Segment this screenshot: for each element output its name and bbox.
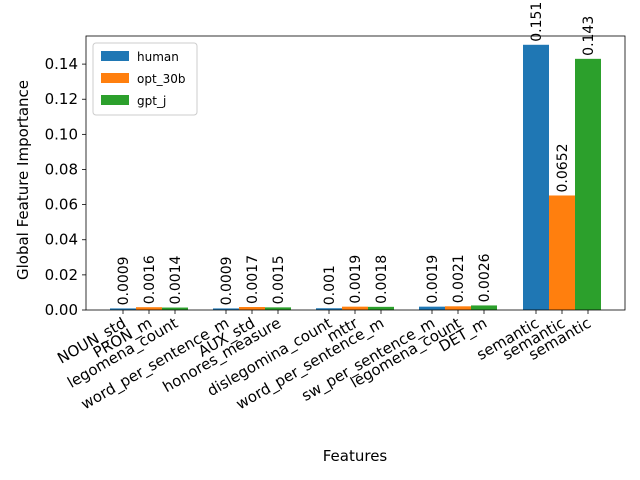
legend-swatch-human — [101, 51, 129, 61]
bar-opt_30b-semantic — [549, 195, 575, 310]
y-ticks-layer: 0.00 0.02 0.04 0.06 0.08 0.10 0.12 0.14 — [45, 55, 86, 319]
data-label: 0.0018 — [374, 255, 390, 304]
data-label: 0.0019 — [348, 255, 364, 304]
legend-label-human: human — [137, 50, 179, 64]
x-axis-label: Features — [323, 447, 388, 465]
y-tick-label: 0.10 — [45, 125, 78, 143]
y-tick-label: 0.06 — [45, 196, 78, 214]
data-label: 0.0652 — [555, 143, 571, 192]
data-label: 0.0016 — [142, 255, 158, 304]
data-label: 0.0019 — [425, 255, 441, 304]
bar-human-sw_per_sentence_m — [419, 306, 445, 310]
bar-gpt_j-semantic — [575, 58, 601, 311]
y-tick-label: 0.00 — [45, 301, 78, 319]
axes-layer — [85, 35, 626, 311]
bar-opt_30b-legomena_count — [445, 306, 471, 310]
bar-gpt_j-honores_measure — [265, 307, 291, 310]
legend-swatch-opt_30b — [101, 73, 129, 83]
data-label: 0.0015 — [271, 255, 287, 304]
plot-frame — [85, 35, 626, 311]
y-tick-label: 0.14 — [45, 55, 78, 73]
data-labels-layer: 0.0009 0.0016 0.0014 0.0009 0.0017 0.0015 0.00… — [116, 2, 597, 306]
bar-opt_30b-mttr — [342, 306, 368, 310]
data-label: 0.0009 — [116, 256, 132, 305]
bar-human-word_per_sentence_m — [213, 308, 239, 310]
bar-gpt_j-DET_m — [471, 305, 497, 310]
y-tick-label: 0.02 — [45, 266, 78, 284]
data-label: 0.0014 — [168, 255, 184, 304]
bar-human-semantic — [523, 44, 549, 311]
bar-gpt_j-legomena_count — [162, 307, 188, 310]
legend-swatch-gpt_j — [101, 95, 129, 105]
data-label: 0.151 — [529, 2, 545, 42]
bar-human-NOUN_std — [110, 308, 136, 310]
y-axis-label: Global Feature Importance — [14, 80, 32, 280]
legend-label-gpt_j: gpt_j — [137, 94, 166, 108]
bar-opt_30b-AUX_std — [239, 307, 265, 310]
bar-opt_30b-PRON_m — [136, 307, 162, 310]
bars-layer — [110, 44, 601, 311]
y-tick-label: 0.12 — [45, 90, 78, 108]
data-label: 0.001 — [322, 265, 338, 305]
data-label: 0.0009 — [219, 256, 235, 305]
data-label: 0.0026 — [477, 253, 493, 302]
y-tick-label: 0.04 — [45, 231, 78, 249]
x-ticks-layer: NOUN_stdPRON_mlegomena_countword_per_sen… — [54, 310, 594, 414]
bar-human-dislegomina_count — [316, 308, 342, 310]
data-label: 0.0017 — [245, 255, 261, 304]
legend: human opt_30b gpt_j — [92, 42, 198, 116]
y-tick-label: 0.08 — [45, 160, 78, 178]
bar-gpt_j-word_per_sentence_m — [368, 306, 394, 310]
data-label: 0.0021 — [451, 254, 467, 303]
legend-label-opt_30b: opt_30b — [137, 72, 186, 86]
